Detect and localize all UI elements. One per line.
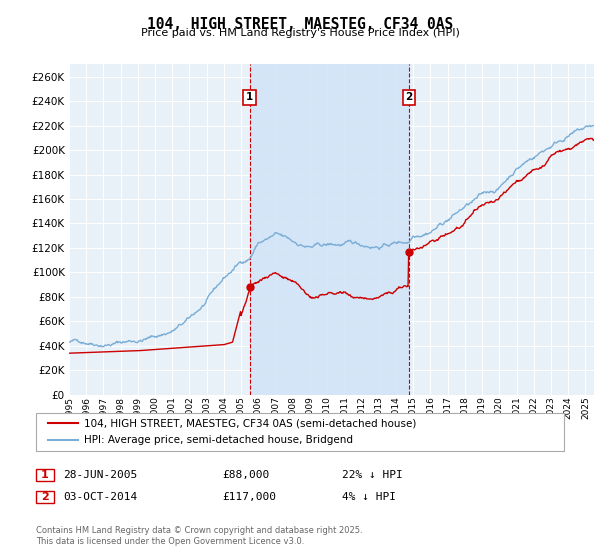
Text: 104, HIGH STREET, MAESTEG, CF34 0AS (semi-detached house): 104, HIGH STREET, MAESTEG, CF34 0AS (sem… — [84, 418, 416, 428]
Text: HPI: Average price, semi-detached house, Bridgend: HPI: Average price, semi-detached house,… — [84, 435, 353, 445]
Text: 2: 2 — [41, 492, 49, 502]
Text: 1: 1 — [41, 470, 49, 480]
Text: 1: 1 — [246, 92, 253, 102]
Bar — [250, 64, 409, 395]
Text: £88,000: £88,000 — [222, 470, 269, 480]
Text: 4% ↓ HPI: 4% ↓ HPI — [342, 492, 396, 502]
Text: Price paid vs. HM Land Registry's House Price Index (HPI): Price paid vs. HM Land Registry's House … — [140, 28, 460, 38]
Text: 2: 2 — [406, 92, 413, 102]
Text: £117,000: £117,000 — [222, 492, 276, 502]
Text: Contains HM Land Registry data © Crown copyright and database right 2025.
This d: Contains HM Land Registry data © Crown c… — [36, 526, 362, 546]
Text: 104, HIGH STREET, MAESTEG, CF34 0AS: 104, HIGH STREET, MAESTEG, CF34 0AS — [147, 17, 453, 32]
Text: 03-OCT-2014: 03-OCT-2014 — [63, 492, 137, 502]
Text: 28-JUN-2005: 28-JUN-2005 — [63, 470, 137, 480]
Text: 22% ↓ HPI: 22% ↓ HPI — [342, 470, 403, 480]
